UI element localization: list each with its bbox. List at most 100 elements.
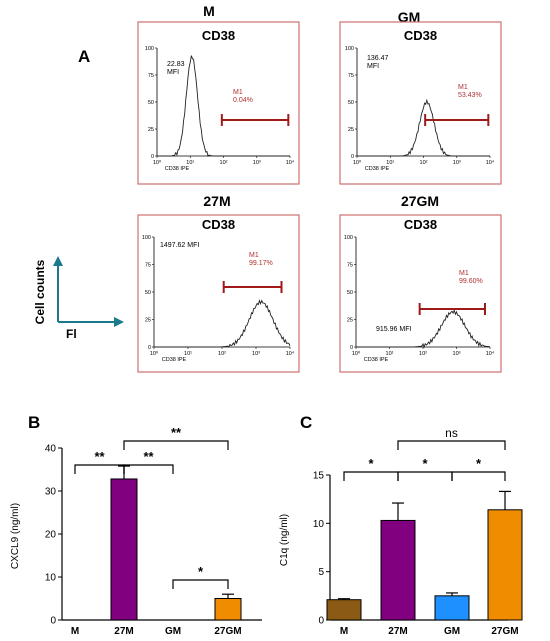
x-tick-label: 10⁴	[286, 159, 295, 166]
significance-bracket	[74, 464, 125, 474]
y-axis-label: C1q (ng/ml)	[279, 514, 290, 566]
x-tick-label: 10³	[453, 351, 461, 357]
bar-27gm	[487, 509, 523, 621]
key-y-label: Cell counts	[33, 259, 47, 324]
significance-bracket	[451, 471, 506, 481]
histogram-title: CD38	[202, 28, 235, 43]
x-tick-label-m: M	[71, 626, 79, 637]
mfi-value: 1497.62	[160, 242, 187, 249]
mfi-value: 22.83	[167, 61, 185, 68]
significance-label: ns	[445, 426, 458, 440]
histogram-curve	[157, 55, 290, 157]
y-tick-label: 0	[351, 154, 354, 160]
y-tick-label: 0	[318, 616, 324, 627]
histogram-frame	[137, 214, 300, 373]
mfi-readout: 1497.62 MFI	[160, 242, 199, 249]
x-tick-label: 10⁰	[352, 350, 361, 357]
gate-label: M1	[249, 252, 259, 259]
x-tick-label: 10¹	[184, 351, 192, 357]
x-tick-label: 10³	[253, 160, 261, 166]
gate-label: M1	[233, 89, 243, 96]
gate-label: M1	[459, 270, 469, 277]
y-tick-label: 25	[348, 127, 354, 133]
y-tick-label: 15	[313, 471, 325, 482]
histogram-curve	[357, 98, 490, 157]
x-axis-label: CD38 IPE	[364, 357, 389, 363]
y-tick-label: 0	[148, 345, 151, 351]
significance-label: **	[171, 425, 182, 440]
bar-27m	[380, 519, 416, 621]
mfi-unit: MFI	[399, 326, 411, 333]
mfi-value: 915.96	[376, 326, 399, 333]
x-tick-label: 10²	[419, 351, 427, 357]
x-tick-label: 10¹	[186, 160, 194, 166]
significance-label: **	[94, 449, 105, 464]
y-tick-label: 50	[148, 100, 154, 106]
x-tick-label: 10⁰	[353, 159, 362, 166]
x-tick-label-gm: GM	[165, 626, 181, 637]
bar-27m	[110, 478, 138, 621]
x-tick-label: 10⁴	[486, 159, 495, 166]
y-tick-label: 10	[45, 573, 57, 584]
significance-label: *	[368, 456, 374, 471]
mfi-value: 136.47	[367, 55, 389, 62]
x-tick-label-m: M	[340, 626, 348, 637]
y-tick-label: 100	[145, 46, 154, 52]
significance-bracket	[397, 440, 506, 450]
y-tick-label: 0	[151, 154, 154, 160]
mfi-unit: MFI	[187, 242, 199, 249]
key-vertical-arrowhead	[53, 256, 63, 266]
panel-letter-a: A	[78, 47, 90, 66]
y-tick-label: 5	[318, 567, 324, 578]
significance-bracket	[397, 471, 453, 481]
x-tick-label: 10¹	[386, 351, 394, 357]
x-axis-label: CD38 IPE	[165, 166, 190, 172]
y-tick-label: 25	[347, 317, 353, 323]
flow-axis-key: Cell counts Fl	[33, 256, 124, 341]
x-tick-label: 10⁴	[486, 350, 495, 357]
y-tick-label: 100	[345, 46, 354, 52]
y-tick-label: 50	[347, 290, 353, 296]
panel-letter-b: B	[28, 413, 40, 432]
mfi-unit: MFI	[167, 69, 179, 76]
y-tick-label: 75	[145, 262, 151, 268]
x-tick-label: 10⁰	[150, 350, 159, 357]
mfi-unit: MFI	[367, 63, 379, 70]
x-axis-label: CD38 IPE	[162, 357, 187, 363]
x-tick-label-27m: 27M	[114, 626, 133, 637]
mfi-readout: 915.96 MFI	[376, 326, 411, 333]
bar-m	[326, 599, 362, 621]
histogram-title: CD38	[202, 217, 235, 232]
group-label: GM	[398, 9, 421, 25]
histogram-title: CD38	[404, 217, 437, 232]
y-tick-label: 40	[45, 444, 57, 455]
x-tick-label: 10²	[420, 160, 428, 166]
bar-gm	[434, 595, 470, 621]
y-tick-label: 75	[148, 73, 154, 79]
panel-letter-c: C	[300, 413, 312, 432]
y-tick-label: 25	[145, 317, 151, 323]
y-tick-label: 50	[145, 290, 151, 296]
significance-label: *	[422, 456, 428, 471]
histogram-curve	[154, 299, 291, 348]
x-tick-label: 10¹	[386, 160, 394, 166]
x-tick-label: 10³	[252, 351, 260, 357]
x-tick-label: 10³	[453, 160, 461, 166]
gate-percent: 99.60%	[459, 278, 483, 285]
y-tick-label: 100	[142, 235, 151, 241]
histogram-frame	[339, 21, 502, 185]
significance-bracket	[343, 471, 399, 481]
histogram-panel-27m: 27M CD38 0 25 50 75 100 10⁰ 10¹ 10² 10³ 10⁴ CD38 IPE…	[137, 193, 300, 373]
x-tick-label: 10²	[218, 351, 226, 357]
y-tick-label: 0	[50, 616, 56, 627]
x-tick-label-27m: 27M	[388, 626, 407, 637]
y-tick-label: 100	[344, 235, 353, 241]
y-tick-label: 75	[347, 262, 353, 268]
x-tick-label: 10²	[220, 160, 228, 166]
significance-bracket	[123, 464, 174, 474]
y-tick-label: 25	[148, 127, 154, 133]
group-label: 27M	[203, 193, 230, 209]
